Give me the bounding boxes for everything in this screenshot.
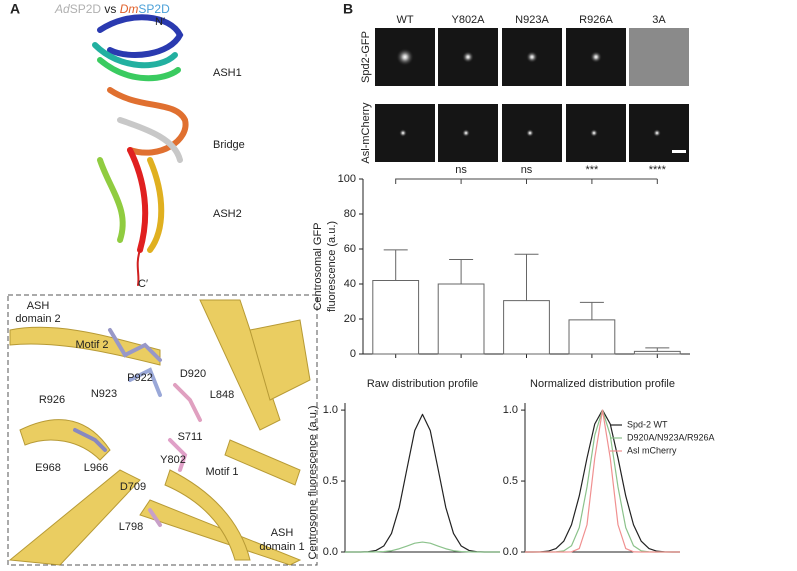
title-part: Ad [54, 2, 70, 16]
centrosome-spot [526, 129, 534, 137]
error-bar [645, 347, 670, 352]
chart-title: Raw distribution profile [367, 378, 478, 390]
column-label: R926A [579, 14, 613, 26]
residue-label: Motif 2 [75, 339, 108, 351]
residue-label: ASH [27, 300, 50, 312]
panel-label: A [10, 1, 20, 17]
chart-title: Normalized distribution profile [530, 378, 675, 390]
detail-structure [8, 299, 311, 566]
legend-label: D920A/N923A/R926A [627, 432, 715, 442]
y-label-line: Centrosomal GFP [312, 222, 324, 310]
residue-label: Motif 1 [205, 466, 238, 478]
bar-chart: 0 20 40 60 80 100 Centrosomal GFP fluorescence … [312, 164, 690, 360]
centrosome-spot [462, 129, 470, 137]
y-tick-label: 0 [350, 348, 356, 360]
bar [568, 319, 616, 355]
residue-label: domain 1 [259, 541, 304, 553]
error-bar [449, 259, 474, 284]
scale-bar [672, 150, 686, 153]
structure-title: AdSP2D vs DmSP2D [54, 2, 170, 16]
column-label: WT [396, 14, 413, 26]
residue-label: N923 [91, 388, 117, 400]
series-line [525, 409, 680, 553]
y-label-line: fluorescence (a.u.) [326, 221, 338, 312]
bar [503, 300, 550, 355]
structure-label: N′ [155, 16, 165, 28]
structure-label: ASH1 [213, 67, 242, 79]
legend-label: Asl mCherry [627, 445, 677, 455]
micrographs: WT Y802A N923A R926A 3A Spd2-GFP Asl-mCherry [360, 14, 689, 164]
residue-label: P922 [127, 372, 153, 384]
residue-label: E968 [35, 462, 61, 474]
centrosome-spot [462, 51, 474, 63]
residue-label: R926 [39, 394, 65, 406]
row-label: Asl-mCherry [360, 102, 372, 164]
y-tick-label: 80 [344, 208, 356, 220]
bar [633, 350, 681, 355]
y-tick-label: 60 [344, 243, 356, 255]
error-bar [514, 253, 539, 301]
centrosome-spot [590, 51, 602, 63]
title-part: SP2D [70, 2, 102, 16]
y-tick-label: 20 [344, 313, 356, 325]
residue-label: ASH [271, 527, 294, 539]
residue-label: domain 2 [15, 313, 60, 325]
y-axis-label: Centrosomal GFP fluorescence (a.u.) [312, 221, 338, 312]
series-line [345, 541, 500, 553]
legend-label: Spd-2 WT [627, 419, 668, 429]
structure-label: C′ [138, 278, 148, 290]
bar [437, 283, 485, 355]
row-label: Spd2-GFP [360, 31, 372, 83]
bar [372, 280, 420, 355]
y-tick-label: 100 [338, 173, 356, 185]
significance-label: ns [521, 164, 533, 176]
residue-label: D920 [180, 368, 206, 380]
centrosome-spot [396, 48, 414, 66]
significance-bracket [395, 178, 658, 184]
significance-label: **** [649, 164, 667, 176]
residue-label: L798 [119, 521, 143, 533]
error-bar [579, 301, 604, 320]
residue-label: D709 [120, 481, 146, 493]
protein-structure [92, 14, 189, 286]
line-chart: 0.0 0.5 1.0 Normalized distribution profile… [503, 378, 715, 558]
centrosome-spot [590, 129, 598, 137]
centrosome-spot [653, 129, 661, 137]
centrosome-spot [399, 129, 407, 137]
column-label: 3A [652, 14, 666, 26]
residue-label: L848 [210, 389, 234, 401]
significance-label: *** [585, 164, 599, 176]
error-bar [383, 249, 408, 281]
y-tick-label: 0.5 [503, 475, 518, 487]
significance-label: ns [455, 164, 467, 176]
y-tick-label: 0.5 [323, 475, 338, 487]
series-line [345, 413, 500, 553]
column-label: N923A [515, 14, 549, 26]
residue-label: L966 [84, 462, 108, 474]
title-part: Dm [120, 2, 139, 16]
structure-label: ASH2 [213, 208, 242, 220]
centrosome-spot [526, 51, 538, 63]
y-tick-label: 0.0 [323, 546, 338, 558]
y-tick-label: 0.0 [503, 546, 518, 558]
micrograph [629, 28, 689, 86]
residue-label: Y802 [160, 454, 186, 466]
title-part: SP2D [138, 2, 170, 16]
y-axis-label: Centrosome fluorescence (a.u.) [307, 405, 319, 559]
y-tick-label: 1.0 [503, 404, 518, 416]
panel-label: B [343, 1, 353, 17]
y-tick-label: 40 [344, 278, 356, 290]
line-chart: 0.0 0.5 1.0 Raw distribution profile Centros… [307, 378, 500, 560]
structure-label: Bridge [213, 139, 245, 151]
sticks [73, 328, 202, 527]
title-part: vs [101, 2, 120, 16]
series-line [525, 409, 680, 553]
residue-label: S711 [178, 431, 203, 443]
column-label: Y802A [451, 14, 485, 26]
series-line [525, 409, 680, 553]
y-tick-label: 1.0 [323, 404, 338, 416]
